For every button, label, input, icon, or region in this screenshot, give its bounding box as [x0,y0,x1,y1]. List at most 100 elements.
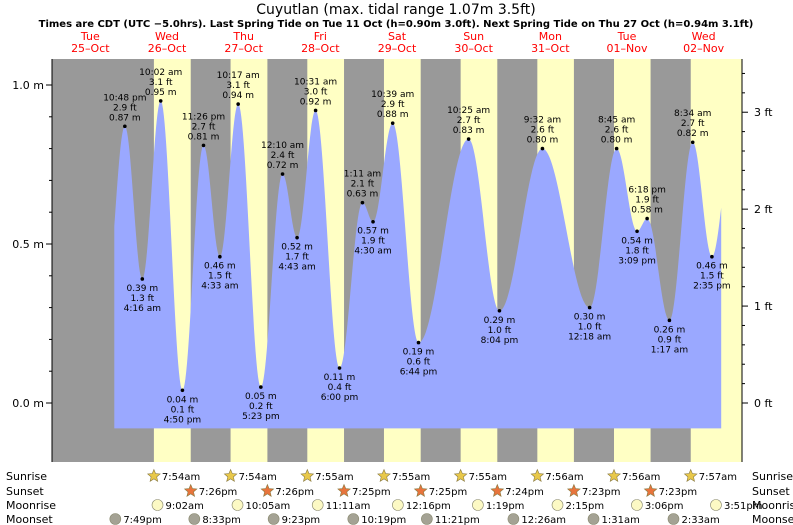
sunrise-icon [377,468,391,482]
sunset-time: 7:26pm [275,487,314,498]
tide-curve [114,100,722,429]
moonset-row-label-left: Moonset [6,513,53,525]
high-tide-ft: 3.1 ft [226,81,250,91]
sunrise-icon [453,468,468,482]
day-label-date: 02–Nov [683,42,724,55]
sunset-time: 7:24pm [505,487,544,498]
low-tide-ft: 1.5 ft [208,272,232,282]
sunrise-icon [300,468,315,482]
low-tide-m: 0.54 m [621,236,653,246]
moonrise-time: 12:16pm [406,501,451,512]
moonrise-icon [710,499,722,511]
extremum-dot [280,172,285,176]
high-tide-m: 0.88 m [377,110,409,120]
low-tide-ft: 0.4 ft [328,383,352,393]
moonset-icon [109,513,122,525]
moonrise-time: 1:19pm [486,501,525,512]
extremum-dot [371,219,375,224]
high-tide-ft: 2.6 ft [605,126,629,136]
left-tick-label: 0.5 m [12,238,44,251]
high-tide-ft: 3.1 ft [149,78,173,88]
day-label-date: 31–Oct [531,42,570,55]
day-label-date: 29–Oct [378,42,417,55]
day-label-dow: Sat [388,30,407,43]
extremum-dot [201,143,206,148]
sunrise-time: 7:54am [239,472,277,483]
day-label-dow: Thu [232,30,254,43]
chart-title: Cuyutlan (max. tidal range 1.07m 3.5ft) [256,2,535,18]
moonset-time: 11:21pm [435,515,480,525]
low-tide-time: 12:18 am [568,333,611,343]
moonset-row-label-right: Moonset [752,513,793,525]
low-tide-time: 2:35 pm [693,282,731,292]
moonrise-time: 9:02am [166,501,204,512]
high-tide-m: 0.95 m [145,88,177,98]
moonrise-icon [392,499,404,511]
extremum-dot [690,140,695,145]
moonset-time: 7:49pm [123,515,162,525]
extremum-dot [497,308,502,313]
extremum-dot [140,277,145,281]
high-tide-m: 0.80 m [527,136,559,146]
low-tide-ft: 0.2 ft [249,402,273,412]
sunset-icon [490,483,505,497]
right-tick-label: 3 ft [754,106,773,119]
sunset-time: 7:23pm [582,487,621,498]
moonrise-time: 10:05am [246,501,291,512]
sunset-icon [566,483,581,497]
high-tide-ft: 2.1 ft [351,180,375,190]
day-label-date: 30–Oct [454,42,493,55]
sunrise-time: 7:55am [392,472,430,483]
low-tide-time: 3:09 pm [618,256,656,266]
high-tide-ft: 2.7 ft [457,116,481,126]
high-tide-m: 0.63 m [347,190,379,200]
sunrise-time: 7:55am [469,472,507,483]
chart-subtitle: Times are CDT (UTC −5.0hrs). Last Spring… [39,19,754,30]
low-tide-m: 0.30 m [574,313,606,323]
low-tide-ft: 0.6 ft [407,358,431,368]
day-label-dow: Sun [463,30,484,43]
extremum-dot [614,146,619,151]
low-tide-ft: 1.7 ft [285,253,309,263]
sunrise-icon [683,468,698,482]
low-tide-time: 4:33 am [201,282,238,292]
low-tide-time: 4:50 pm [164,415,202,425]
day-label-dow: Wed [155,30,179,43]
extremum-dot [158,99,163,103]
left-tick-label: 1.0 m [12,79,44,92]
low-tide-ft: 0.9 ft [658,335,682,345]
day-label-date: 01–Nov [607,42,648,55]
low-tide-ft: 1.5 ft [700,272,724,282]
extremum-dot [540,146,545,151]
low-tide-m: 0.26 m [654,325,686,335]
moonset-icon [667,513,680,525]
extremum-dot [236,102,240,106]
extremum-dot [259,385,263,389]
moonset-icon [587,513,600,525]
high-tide-ft: 2.7 ft [681,119,705,129]
high-tide-ft: 3.0 ft [304,87,328,97]
sunrise-icon [530,468,545,482]
extremum-dot [123,124,127,129]
low-tide-m: 0.52 m [281,243,313,253]
moonrise-icon [151,499,164,511]
sunset-time: 7:23pm [659,487,698,498]
moonrise-icon [472,499,484,511]
sunset-row-label-left: Sunset [6,485,44,498]
high-tide-time: 10:48 pm [103,93,146,103]
high-tide-ft: 1.9 ft [635,196,659,206]
extremum-dot [587,305,592,310]
day-label-date: 26–Oct [148,42,187,55]
low-tide-time: 4:43 am [278,263,315,273]
low-tide-time: 5:23 pm [242,412,280,422]
high-tide-time: 10:02 am [139,68,182,78]
sunrise-time: 7:56am [622,472,660,483]
low-tide-time: 6:00 pm [321,393,359,403]
low-tide-time: 6:44 pm [400,368,438,378]
sunrise-icon [146,468,161,482]
day-label-dow: Tue [617,30,637,43]
high-tide-time: 9:32 am [524,116,561,126]
extremum-dot [667,318,672,323]
